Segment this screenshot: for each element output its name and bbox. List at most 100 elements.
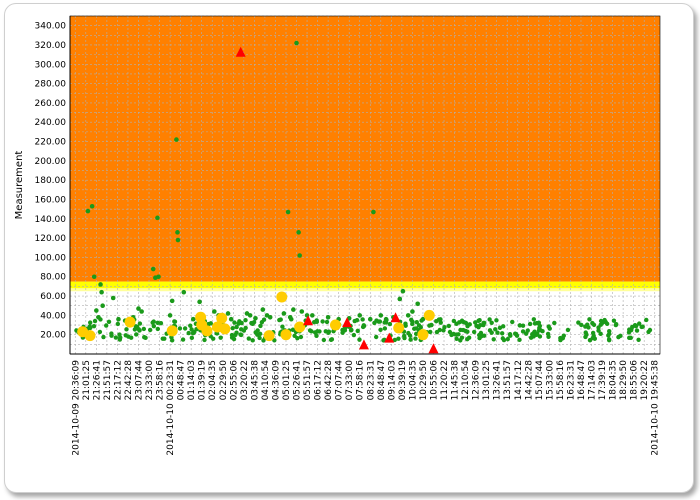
data-point [397,296,403,302]
warning-point [84,330,96,342]
data-point [206,321,211,327]
data-point [360,317,365,322]
data-point [225,311,231,316]
x-tick-label: 15:07:44 [535,360,545,401]
data-point [177,326,183,331]
data-point [410,321,415,327]
data-point [371,209,376,215]
x-tick-label: 17:14:03 [588,360,598,400]
x-tick-label: 01:14:03 [187,360,197,400]
data-point [600,320,605,325]
data-point [400,288,406,294]
x-tick-label: 21:01:25 [82,360,92,400]
data-point [113,335,119,340]
x-tick-label: 05:51:57 [303,360,313,400]
y-tick-label: 40.00 [40,311,66,321]
data-point [414,320,419,325]
alert-point [384,332,395,343]
axes [69,15,661,355]
data-point [218,335,223,340]
data-point [538,327,543,333]
x-tick-label: 19:20:22 [640,360,650,400]
x-tick-label: 18:55:06 [630,360,640,401]
y-tick-label: 160.00 [35,195,67,205]
data-point [320,319,325,324]
data-point [328,337,334,343]
data-point [536,320,542,325]
data-point [463,320,469,326]
data-point [585,322,590,327]
x-tick-labels: 2014-10-09 20:36:09 21:01:25 21:26:41 21:51… [71,360,660,456]
x-tick-label: 15:58:16 [556,360,566,401]
data-point [415,301,420,307]
data-point [451,318,457,324]
x-tick-label: 13:01:25 [482,360,492,400]
data-point [142,335,147,340]
x-tick-label: 23:07:44 [134,360,144,401]
data-point [134,332,139,337]
x-tick-label: 02:29:50 [219,360,229,401]
data-point [611,318,617,323]
data-point [234,324,239,330]
data-point [403,321,408,326]
y-tick-label: 180.00 [35,176,67,186]
data-point [583,334,588,340]
data-point [298,334,304,340]
data-point [281,311,287,316]
data-point [406,330,411,336]
data-point [169,298,175,304]
warning-point [263,330,275,342]
data-point [405,313,411,318]
y-tick-label: 60.00 [40,292,66,302]
x-tick-label: 22:17:12 [113,360,123,400]
y-tick-label: 200.00 [35,157,67,167]
alert-point [303,315,314,326]
x-tick-label: 16:23:31 [566,360,576,400]
x-tick-label: 01:39:19 [198,360,208,401]
alert-point [358,339,369,350]
data-point [100,303,105,309]
data-point [377,319,383,324]
data-point [639,324,644,330]
data-point [167,313,173,318]
data-point [182,326,188,331]
data-point [197,299,202,305]
data-point [396,336,401,341]
data-point [324,319,330,325]
data-point [499,331,505,336]
x-tick-label: 21:26:41 [92,360,102,400]
y-tick-label: 100.00 [35,253,67,263]
data-point [267,315,273,320]
data-point [155,215,160,221]
data-point [190,316,196,322]
data-point [458,327,463,333]
data-point [307,328,313,333]
data-point [314,319,320,325]
data-point [598,331,603,337]
data-point [478,330,484,336]
data-point [517,323,523,328]
data-point [636,337,641,342]
data-point [321,337,327,343]
data-point [156,274,161,280]
data-point [547,326,552,331]
data-point [310,313,315,318]
x-tick-label: 12:10:54 [461,360,471,401]
data-point [510,319,515,325]
x-tick-label: 06:17:12 [314,360,324,400]
data-point [481,333,487,338]
data-point [627,327,632,332]
warning-point [417,329,429,341]
x-tick-label: 13:51:57 [503,360,513,400]
data-point [312,330,318,335]
data-point [88,325,93,331]
data-point [552,320,557,326]
data-point [296,230,301,235]
data-point [471,329,477,335]
data-point [110,295,116,301]
threshold-band [70,288,660,292]
data-point [99,289,104,295]
warning-point [166,325,178,337]
y-tick-label: 280.00 [35,80,67,90]
warning-point [393,322,405,334]
